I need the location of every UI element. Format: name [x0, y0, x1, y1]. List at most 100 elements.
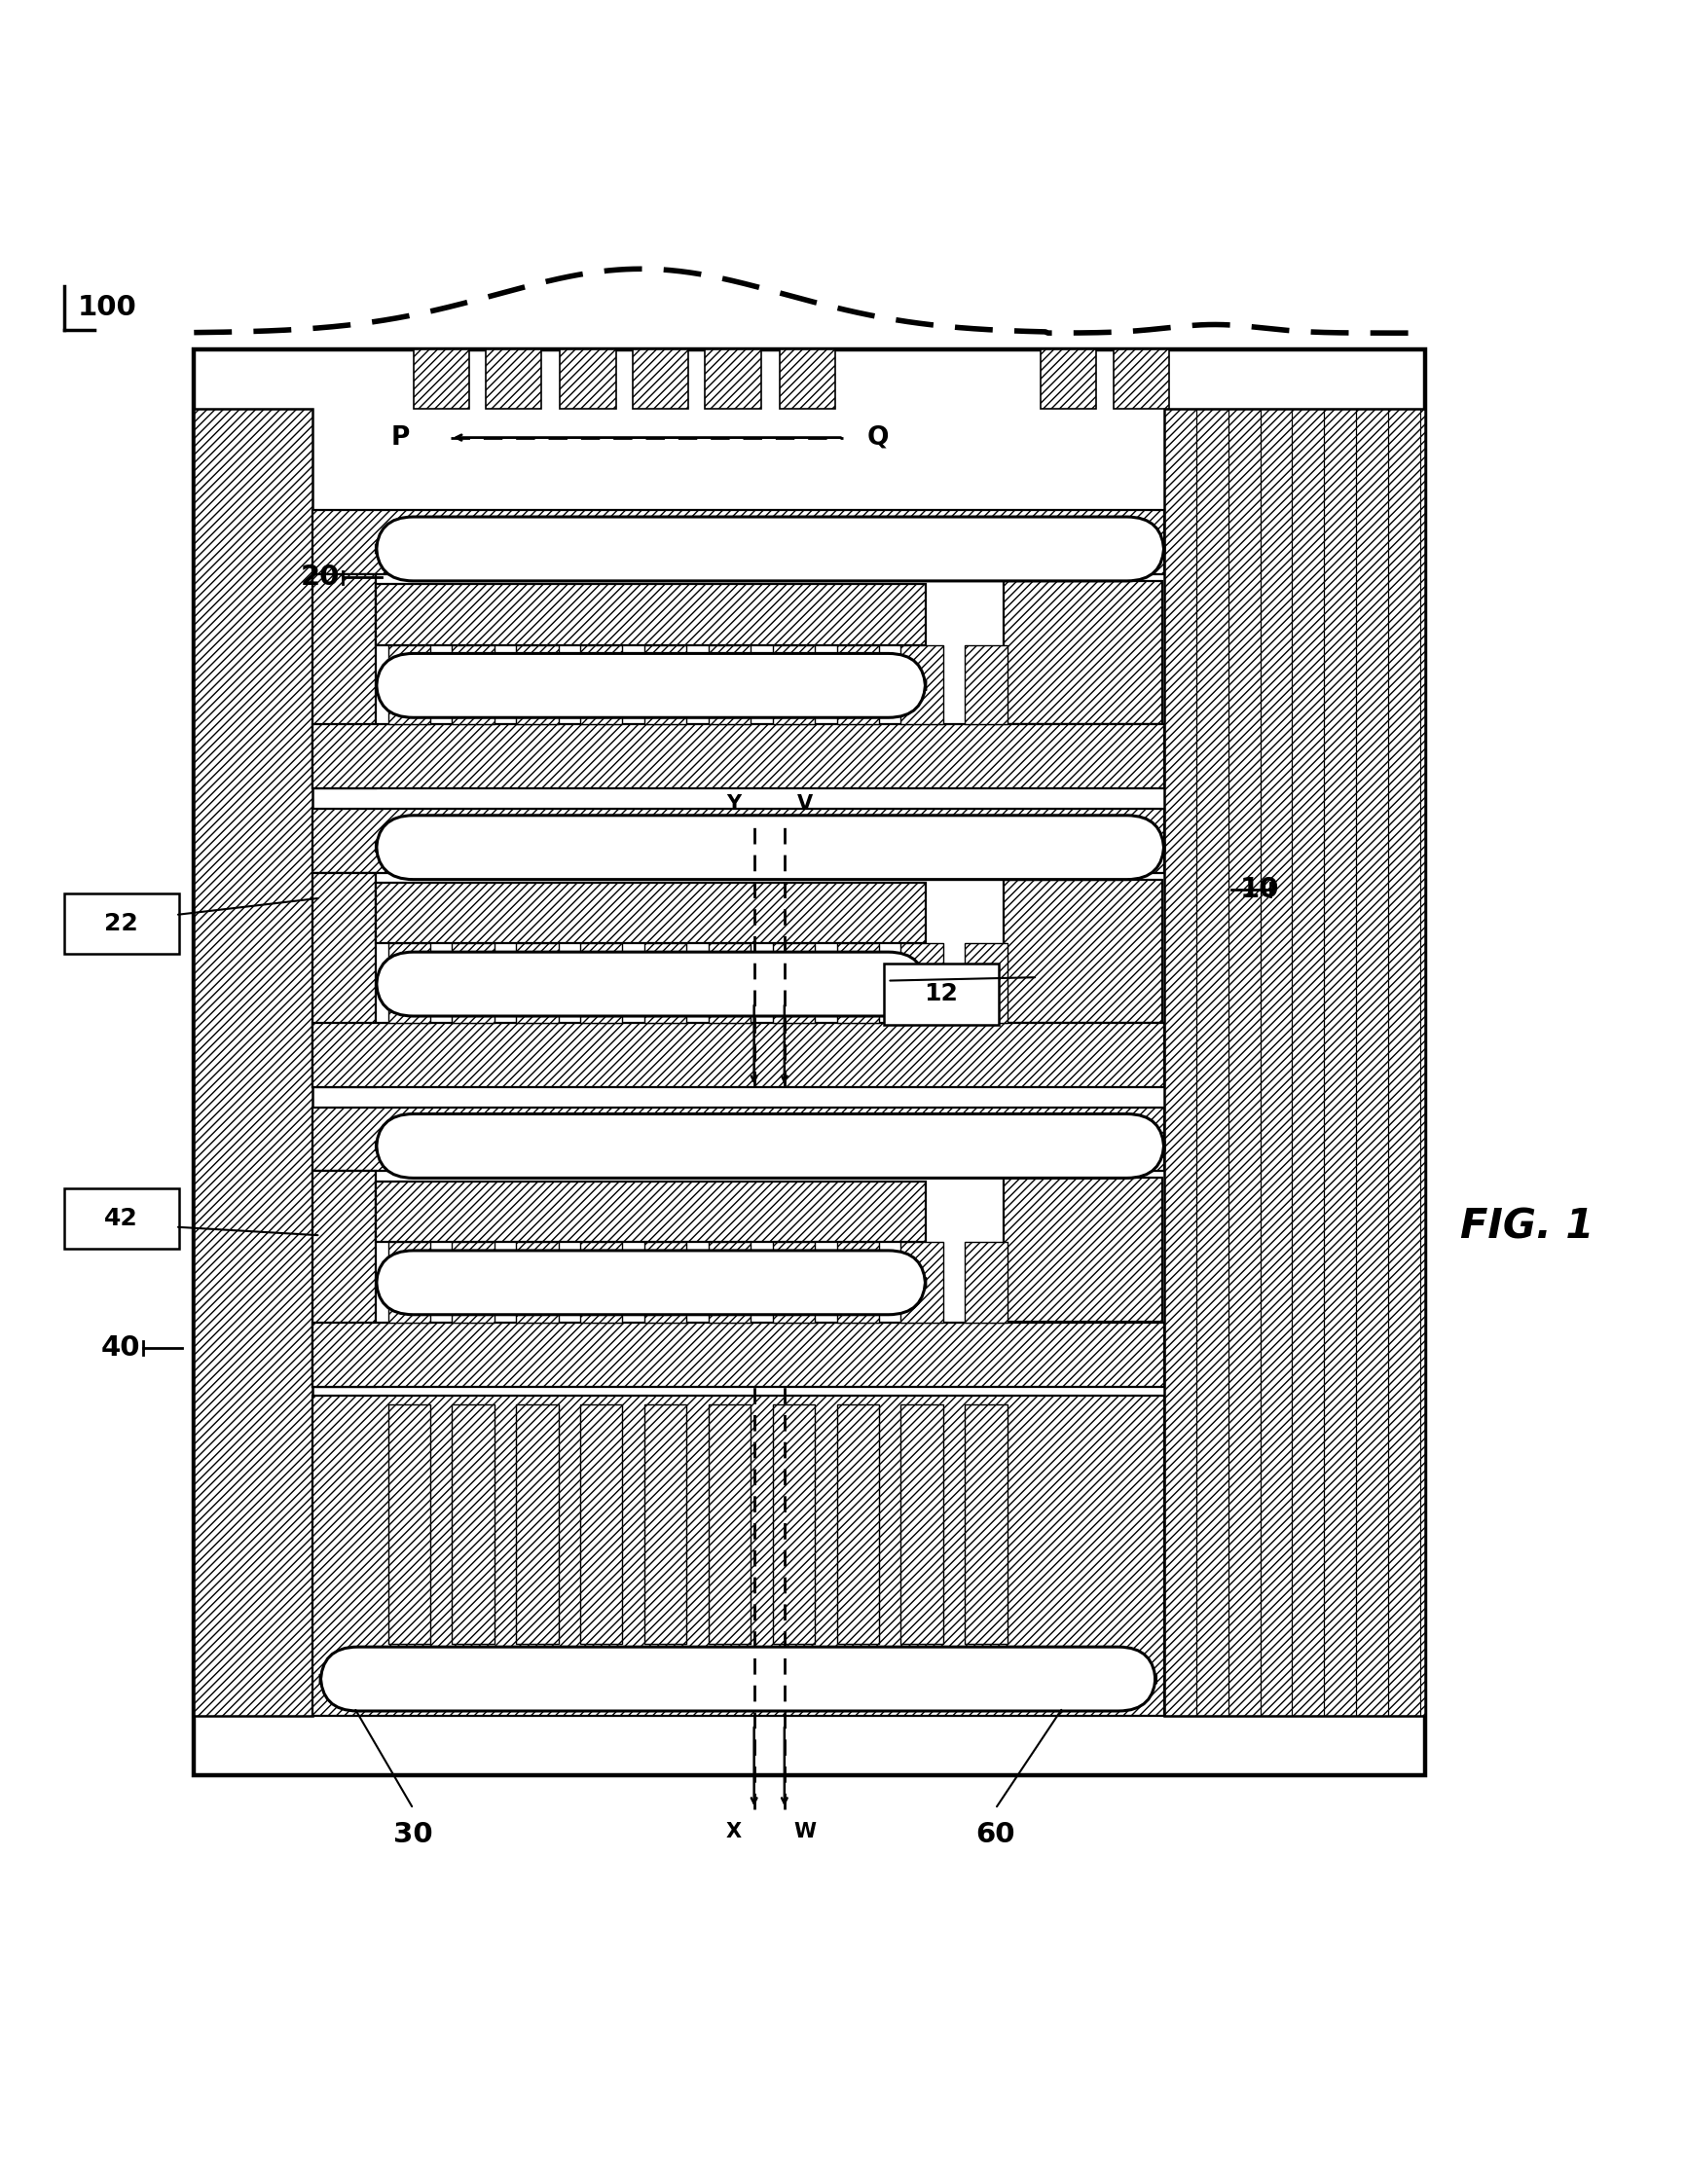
Bar — [1003, 581, 1162, 725]
Text: Y: Y — [727, 795, 740, 815]
Text: W: W — [792, 1821, 816, 1841]
Text: P: P — [391, 426, 410, 450]
Text: Q: Q — [867, 426, 889, 450]
Bar — [836, 1243, 878, 1324]
Bar — [388, 1404, 430, 1645]
Bar — [516, 644, 558, 725]
Text: FIG. 1: FIG. 1 — [1458, 1206, 1593, 1247]
Bar — [312, 1396, 1163, 1717]
Text: 22: 22 — [105, 911, 138, 935]
Bar — [312, 725, 1163, 788]
Bar — [194, 408, 312, 1717]
Bar — [836, 1404, 878, 1645]
Bar — [388, 943, 430, 1022]
Bar — [1195, 408, 1227, 1717]
Bar — [312, 808, 1163, 874]
Bar — [452, 1243, 494, 1324]
Bar — [708, 1404, 750, 1645]
Bar — [376, 882, 926, 943]
Text: 60: 60 — [975, 1821, 1015, 1848]
Bar — [772, 644, 814, 725]
Bar — [452, 1404, 494, 1645]
Bar — [376, 585, 926, 644]
Text: 12: 12 — [924, 983, 958, 1007]
Bar — [560, 349, 615, 408]
Bar — [312, 1107, 1163, 1171]
FancyBboxPatch shape — [320, 1647, 1155, 1710]
Text: 100: 100 — [78, 295, 137, 321]
Bar — [964, 943, 1007, 1022]
Bar — [312, 874, 376, 1088]
Bar — [486, 349, 541, 408]
FancyBboxPatch shape — [376, 1114, 1163, 1177]
Text: 10: 10 — [1239, 876, 1278, 904]
Bar — [772, 1404, 814, 1645]
FancyBboxPatch shape — [376, 653, 926, 719]
Bar — [964, 644, 1007, 725]
Bar — [1388, 408, 1420, 1717]
Bar — [388, 1243, 430, 1324]
FancyBboxPatch shape — [376, 952, 926, 1016]
Bar — [836, 644, 878, 725]
Bar — [312, 1022, 1163, 1088]
Text: 40: 40 — [101, 1334, 140, 1363]
FancyBboxPatch shape — [376, 1251, 926, 1315]
Bar — [1003, 1177, 1162, 1321]
Bar — [1040, 349, 1096, 408]
Bar — [632, 349, 688, 408]
Bar — [705, 349, 760, 408]
Bar — [516, 943, 558, 1022]
Bar — [312, 1324, 1163, 1387]
Bar — [900, 644, 942, 725]
Bar — [772, 1243, 814, 1324]
Bar — [580, 1243, 622, 1324]
FancyBboxPatch shape — [64, 1188, 179, 1249]
Text: V: V — [796, 795, 813, 815]
Bar — [836, 943, 878, 1022]
Bar — [580, 644, 622, 725]
FancyBboxPatch shape — [64, 893, 179, 954]
Bar — [964, 1404, 1007, 1645]
Bar — [516, 1243, 558, 1324]
Bar — [452, 644, 494, 725]
Bar — [1163, 408, 1195, 1717]
Bar — [644, 943, 686, 1022]
Text: 20: 20 — [300, 563, 339, 592]
FancyBboxPatch shape — [883, 963, 998, 1024]
Bar — [1003, 880, 1162, 1022]
FancyBboxPatch shape — [376, 518, 1163, 581]
Text: X: X — [725, 1821, 742, 1841]
Bar — [194, 349, 1425, 1776]
Bar — [900, 1404, 942, 1645]
Bar — [1163, 408, 1425, 1717]
Bar — [779, 349, 835, 408]
Bar — [708, 644, 750, 725]
Bar — [644, 1404, 686, 1645]
Bar — [1356, 408, 1388, 1717]
Bar — [708, 1243, 750, 1324]
Text: 30: 30 — [393, 1821, 433, 1848]
Bar — [312, 1171, 376, 1387]
Bar — [772, 943, 814, 1022]
Bar — [708, 943, 750, 1022]
Bar — [388, 644, 430, 725]
Bar — [413, 349, 469, 408]
Bar — [1324, 408, 1356, 1717]
Bar — [900, 1243, 942, 1324]
Bar — [1291, 408, 1324, 1717]
Bar — [1227, 408, 1259, 1717]
Bar — [964, 1243, 1007, 1324]
Bar — [376, 1182, 926, 1243]
Bar — [312, 511, 1163, 574]
Bar — [452, 943, 494, 1022]
Text: 42: 42 — [105, 1208, 138, 1230]
Bar — [644, 644, 686, 725]
Bar — [1259, 408, 1291, 1717]
Bar — [1113, 349, 1168, 408]
Bar — [580, 1404, 622, 1645]
Bar — [644, 1243, 686, 1324]
FancyBboxPatch shape — [376, 815, 1163, 880]
Bar — [312, 574, 376, 788]
Bar — [580, 943, 622, 1022]
Bar — [516, 1404, 558, 1645]
